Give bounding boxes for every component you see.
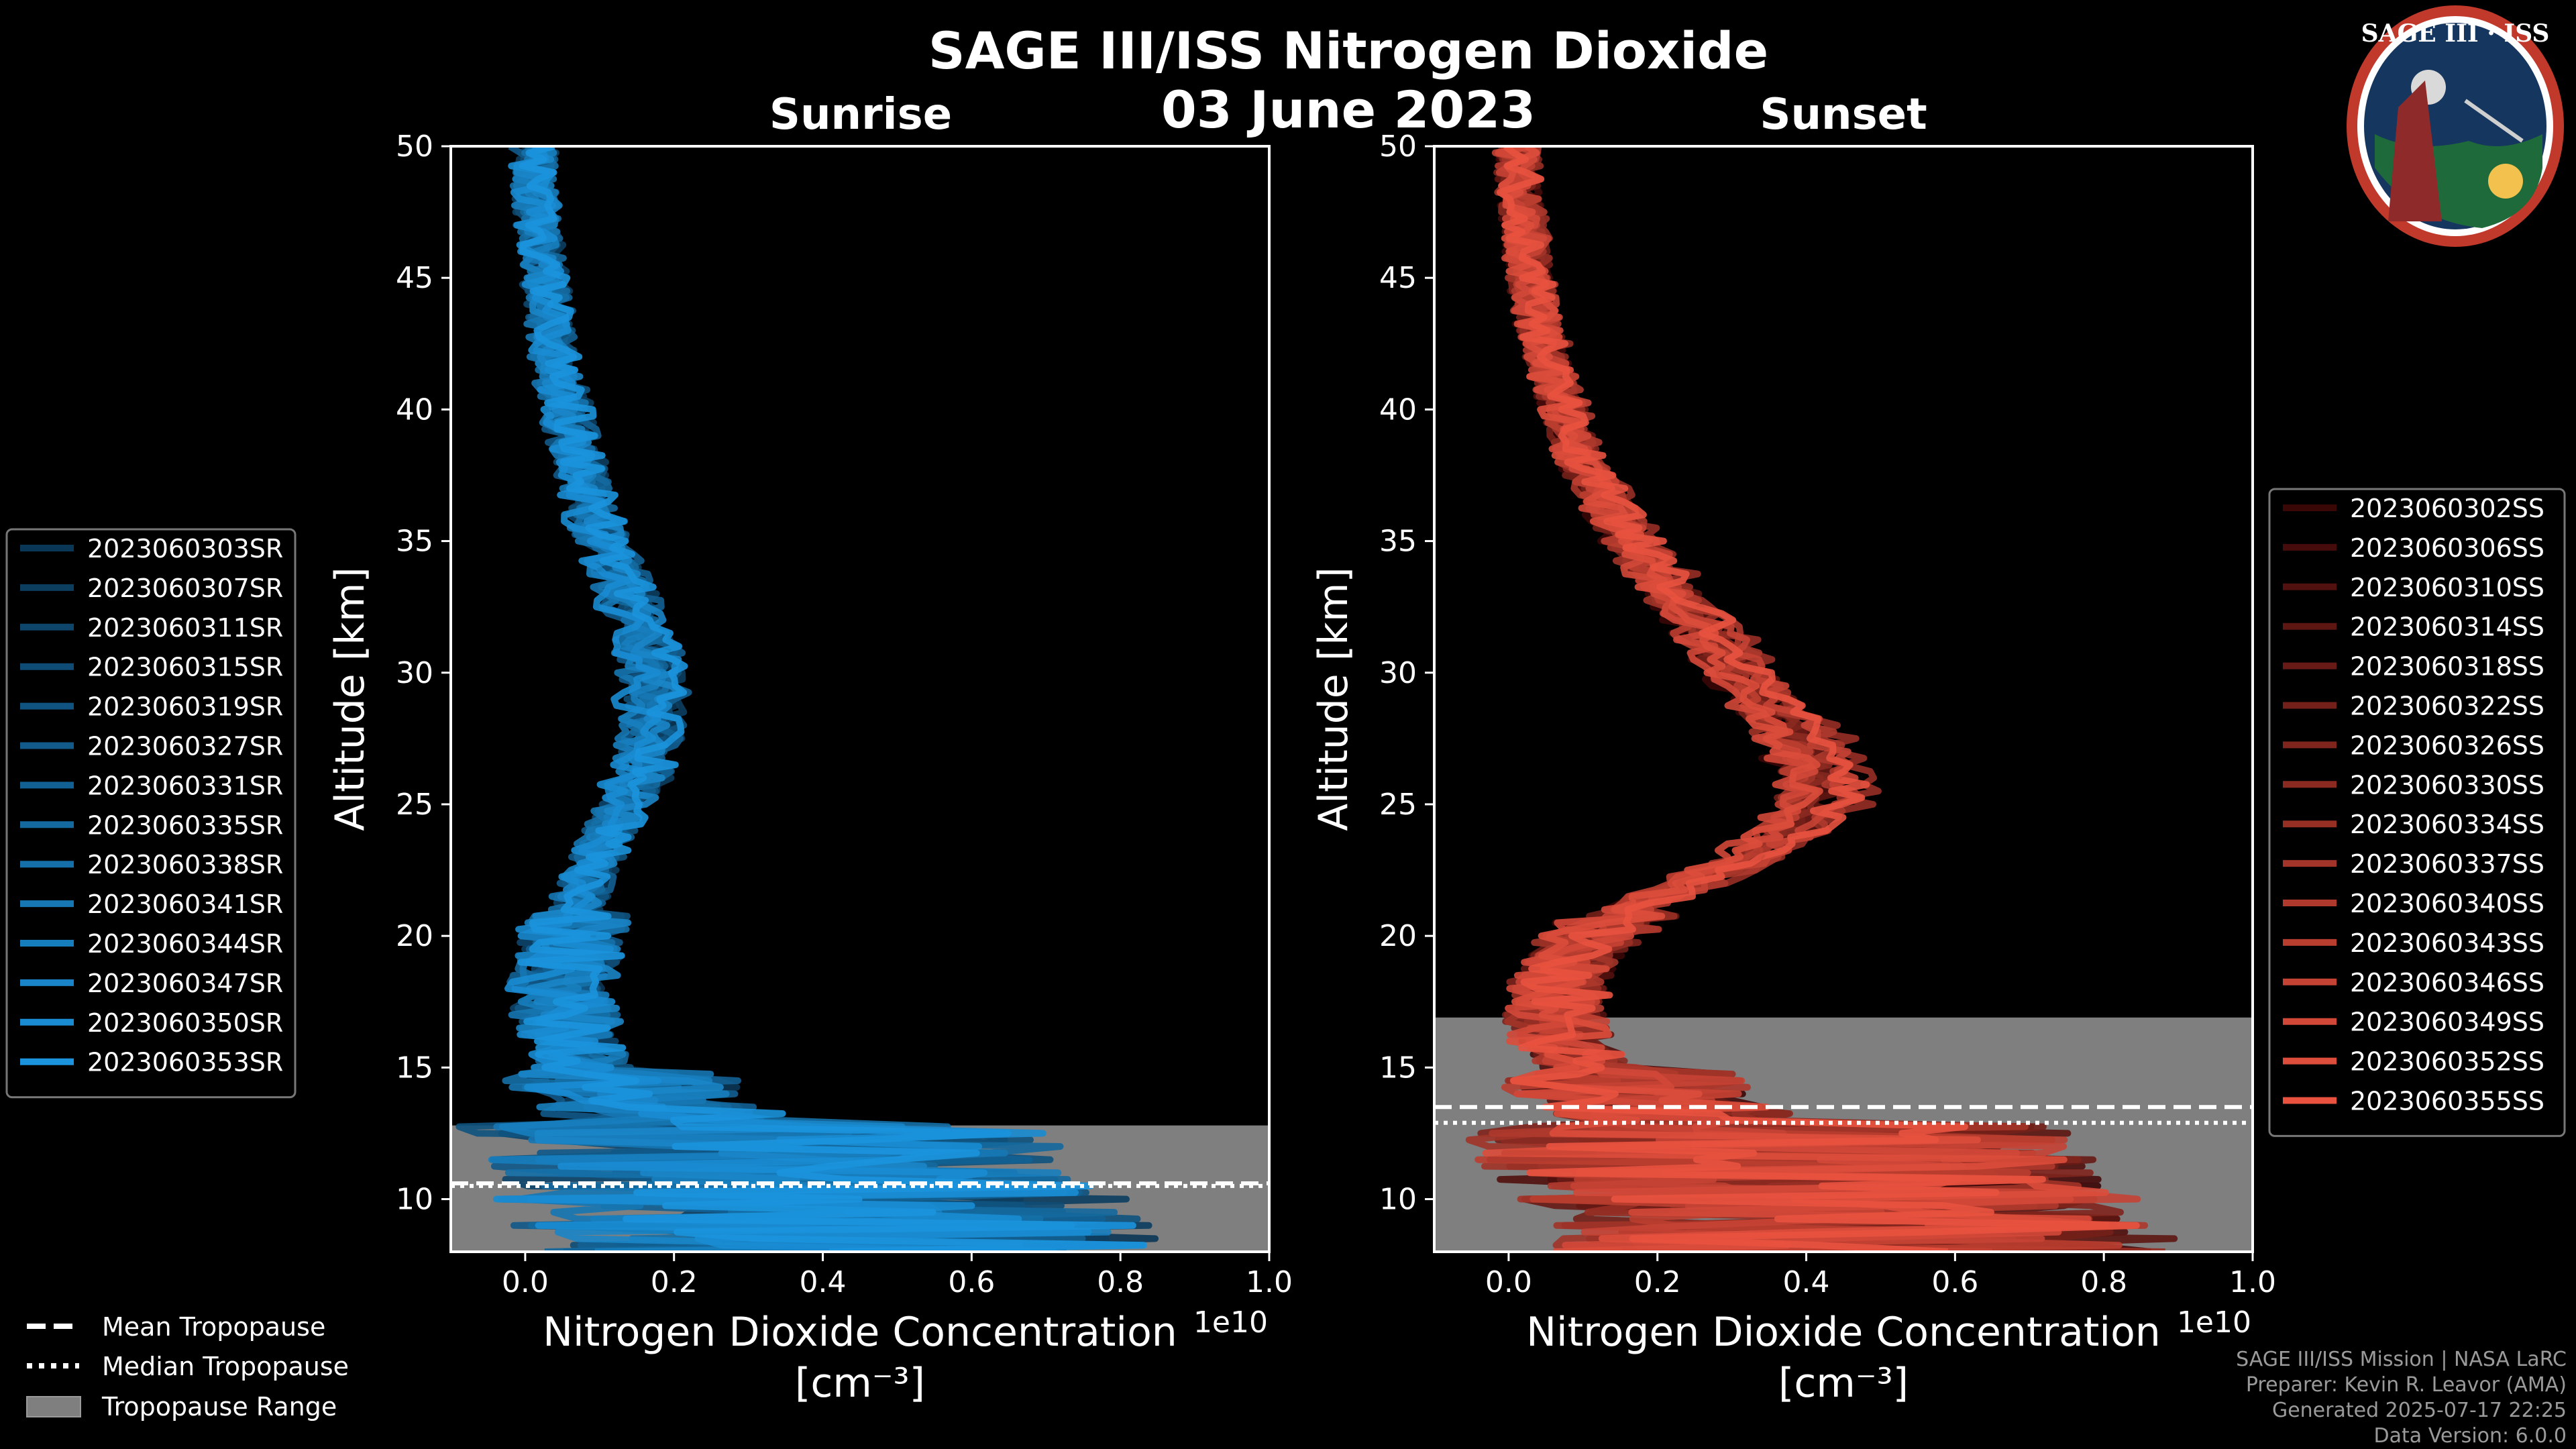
y-tick-label: 50 xyxy=(1379,129,1417,164)
y-tick-label: 25 xyxy=(1379,788,1417,822)
series-line-2023060350SR xyxy=(492,146,1092,1252)
y-tick-label: 45 xyxy=(396,261,433,295)
y-tick-label: 50 xyxy=(396,129,433,164)
series-line-2023060355SS xyxy=(1496,146,2140,1252)
legend-label: 2023060311SR xyxy=(87,613,283,643)
plot-frame xyxy=(1433,145,2254,1253)
legend-box xyxy=(2268,488,2566,1137)
y-tick-label: 45 xyxy=(1379,261,1417,295)
legend-label: 2023060306SS xyxy=(2350,533,2544,563)
sage-iii-iss-badge: SAGE III · ISS xyxy=(2347,5,2564,247)
legend-label: 2023060318SS xyxy=(2350,652,2544,682)
y-tick-label: 10 xyxy=(396,1183,433,1217)
credits: SAGE III/ISS Mission | NASA LaRC Prepare… xyxy=(2236,1348,2567,1448)
legend-label: 2023060303SR xyxy=(87,534,283,564)
legend-label: 2023060346SS xyxy=(2350,968,2544,998)
credit-line-2: Preparer: Kevin R. Leavor (AMA) xyxy=(2246,1373,2567,1397)
legend-label: 2023060315SR xyxy=(87,653,283,682)
plot-area xyxy=(1434,146,2253,1252)
legend-label: 2023060314SS xyxy=(2350,612,2544,642)
y-tick-label: 20 xyxy=(1379,919,1417,953)
legend-label: 2023060340SS xyxy=(2350,889,2544,918)
x-tick-label: 0.0 xyxy=(502,1265,549,1299)
sunrise-panel-title: Sunrise xyxy=(769,90,952,140)
credit-line-1: SAGE III/ISS Mission | NASA LaRC xyxy=(2236,1348,2567,1371)
credit-line-3: Generated 2025-07-17 22:25 xyxy=(2272,1399,2567,1422)
sunrise-panel: 10 15 20 25 30 35 40 45 50 0.0 0.2 0.4 0.6 0.8 1.0 1e10… xyxy=(327,129,1293,1407)
y-tick-label: 40 xyxy=(396,392,433,427)
legend-label: 2023060302SS xyxy=(2350,494,2544,523)
legend-label: 2023060335SR xyxy=(87,810,283,840)
tropopause-range-label: Tropopause Range xyxy=(101,1392,337,1421)
x-tick-label: 0.2 xyxy=(1634,1265,1681,1299)
y-tick-label: 15 xyxy=(1379,1051,1417,1085)
legend-label: 2023060349SS xyxy=(2350,1008,2544,1037)
legend-label: 2023060347SR xyxy=(87,969,283,998)
x-scale-label: 1e10 xyxy=(2177,1305,2251,1340)
legend-label: 2023060344SR xyxy=(87,929,283,959)
badge-title: SAGE III · ISS xyxy=(2361,19,2550,48)
y-tick-label: 30 xyxy=(396,656,433,690)
legend-label: 2023060355SS xyxy=(2350,1087,2544,1116)
legend-label: 2023060337SS xyxy=(2350,849,2544,879)
x-tick-label: 0.4 xyxy=(1783,1265,1830,1299)
sunrise-legend: 2023060303SR 2023060307SR 2023060311SR 2023… xyxy=(5,528,297,1099)
mean-tropopause-label: Mean Tropopause xyxy=(102,1312,325,1342)
legend-label: 2023060338SR xyxy=(87,850,283,879)
legend-label: 2023060327SR xyxy=(87,732,283,761)
sunset-panel: 10 15 20 25 30 35 40 45 50 0.0 0.2 0.4 0.6 0.8 1.0 1e10… xyxy=(1310,129,2276,1407)
legend-label: 2023060310SS xyxy=(2350,573,2544,602)
tropopause-legend: Mean Tropopause Median Tropopause Tropop… xyxy=(26,1312,349,1421)
sunset-legend: 2023060302SS 2023060306SS 2023060310SS 2023… xyxy=(2268,488,2566,1137)
figure-date: 03 June 2023 xyxy=(1161,80,1536,140)
legend-label: 2023060343SS xyxy=(2350,928,2544,958)
x-tick-label: 1.0 xyxy=(2229,1265,2276,1299)
y-axis-label: Altitude [km] xyxy=(1310,567,1357,831)
credit-line-4: Data Version: 6.0.0 xyxy=(2374,1424,2567,1448)
x-tick-label: 0.8 xyxy=(2080,1265,2127,1299)
tropopause-range-swatch xyxy=(26,1396,81,1417)
plot-frame xyxy=(449,145,1271,1253)
plot-area xyxy=(451,146,1269,1252)
legend-label: 2023060322SS xyxy=(2350,692,2544,721)
legend-label: 2023060334SS xyxy=(2350,810,2544,839)
figure-title: SAGE III/ISS Nitrogen Dioxide xyxy=(928,21,1768,80)
y-tick-label: 25 xyxy=(396,788,433,822)
legend-label: 2023060326SS xyxy=(2350,731,2544,760)
legend-label: 2023060350SR xyxy=(87,1008,283,1038)
x-tick-label: 0.4 xyxy=(800,1265,847,1299)
x-tick-label: 0.8 xyxy=(1097,1265,1144,1299)
y-tick-label: 10 xyxy=(1379,1183,1417,1217)
y-tick-label: 15 xyxy=(396,1051,433,1085)
legend-label: 2023060330SS xyxy=(2350,770,2544,800)
x-axis-label: Nitrogen Dioxide Concentration xyxy=(543,1309,1177,1356)
sun-icon xyxy=(2488,164,2523,199)
y-axis-label: Altitude [km] xyxy=(327,567,374,831)
x-tick-label: 0.6 xyxy=(1931,1265,1978,1299)
legend-box xyxy=(5,528,297,1099)
x-tick-label: 0.6 xyxy=(948,1265,995,1299)
x-tick-label: 0.0 xyxy=(1485,1265,1532,1299)
legend-label: 2023060341SR xyxy=(87,890,283,919)
legend-label: 2023060307SR xyxy=(87,574,283,603)
legend-label: 2023060319SR xyxy=(87,692,283,722)
median-tropopause-label: Median Tropopause xyxy=(102,1352,349,1381)
x-tick-label: 1.0 xyxy=(1246,1265,1293,1299)
x-tick-label: 0.2 xyxy=(651,1265,698,1299)
legend-label: 2023060353SR xyxy=(87,1048,283,1077)
x-axis-label: Nitrogen Dioxide Concentration xyxy=(1526,1309,2161,1356)
sunset-panel-title: Sunset xyxy=(1760,90,1927,140)
y-tick-label: 20 xyxy=(396,919,433,953)
y-tick-label: 40 xyxy=(1379,392,1417,427)
legend-label: 2023060331SR xyxy=(87,771,283,800)
series-line-2023060353SR xyxy=(517,146,1148,1252)
x-axis-unit: [cm⁻³] xyxy=(795,1360,925,1407)
y-tick-label: 35 xyxy=(1379,525,1417,559)
y-tick-label: 30 xyxy=(1379,656,1417,690)
x-axis-unit: [cm⁻³] xyxy=(1778,1360,1909,1407)
x-scale-label: 1e10 xyxy=(1193,1305,1268,1340)
y-tick-label: 35 xyxy=(396,525,433,559)
legend-label: 2023060352SS xyxy=(2350,1047,2544,1077)
